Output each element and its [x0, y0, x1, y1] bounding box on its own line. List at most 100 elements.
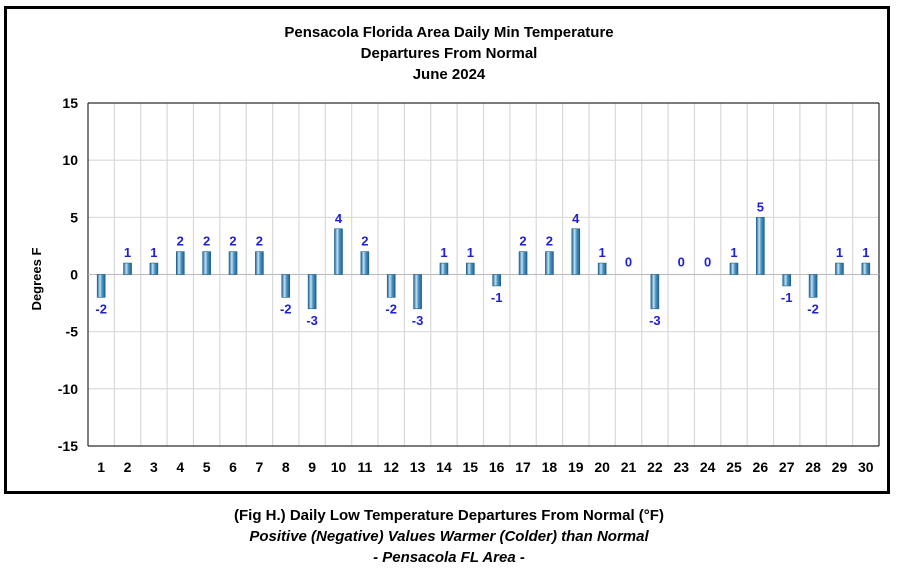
x-tick-label: 19 — [568, 459, 584, 475]
x-tick-label: 28 — [805, 459, 821, 475]
bar — [123, 262, 132, 275]
chart-title-line-2: Departures From Normal — [361, 45, 538, 62]
x-tick-label: 5 — [203, 459, 211, 475]
data-label: -2 — [385, 301, 397, 316]
data-label: 1 — [599, 245, 606, 260]
bar — [518, 251, 528, 275]
caption-line-1: (Fig H.) Daily Low Temperature Departure… — [234, 507, 664, 524]
y-tick-label: 10 — [62, 152, 78, 168]
x-tick-label: 22 — [647, 459, 663, 475]
y-tick-label: -5 — [66, 324, 79, 340]
x-tick-label: 18 — [542, 459, 558, 475]
data-label: 1 — [836, 245, 843, 260]
bar — [808, 274, 818, 298]
data-label: -3 — [306, 313, 318, 328]
data-label: 2 — [256, 234, 263, 249]
x-tick-label: 6 — [229, 459, 237, 475]
x-tick-label: 3 — [150, 459, 158, 475]
bar — [360, 251, 370, 275]
data-label: 4 — [572, 211, 580, 226]
y-tick-label: 15 — [62, 95, 78, 111]
x-tick-label: 10 — [331, 459, 347, 475]
bar — [307, 274, 317, 310]
bar — [650, 274, 660, 310]
chart-title-line-3: June 2024 — [413, 66, 486, 83]
bar — [228, 251, 238, 275]
bar — [175, 251, 185, 275]
bar — [571, 228, 581, 275]
bar — [255, 251, 264, 275]
y-tick-label: -10 — [58, 381, 78, 397]
bar — [597, 262, 607, 275]
bar — [281, 274, 291, 298]
x-tick-label: 29 — [832, 459, 848, 475]
bar — [466, 262, 475, 275]
data-label: 2 — [203, 234, 210, 249]
bar — [386, 274, 396, 298]
x-tick-label: 15 — [463, 459, 479, 475]
data-label: 2 — [519, 234, 526, 249]
chart-frame: Pensacola Florida Area Daily Min Tempera… — [4, 6, 890, 494]
x-tick-label: 7 — [255, 459, 263, 475]
data-label: 0 — [625, 255, 632, 270]
y-tick-label: 0 — [70, 267, 78, 283]
bar — [545, 251, 554, 275]
bar — [756, 217, 765, 275]
data-label: 5 — [757, 199, 764, 214]
x-tick-label: 26 — [753, 459, 769, 475]
bar — [492, 274, 501, 287]
x-tick-label: 20 — [594, 459, 610, 475]
data-label: 1 — [124, 245, 131, 260]
data-label: 2 — [546, 234, 553, 249]
data-label: -1 — [781, 290, 793, 305]
bar — [96, 274, 106, 298]
data-label: -2 — [807, 301, 819, 316]
x-tick-label: 30 — [858, 459, 874, 475]
data-label: -2 — [280, 301, 292, 316]
x-tick-label: 2 — [124, 459, 132, 475]
data-label: -2 — [95, 301, 107, 316]
x-tick-label: 13 — [410, 459, 426, 475]
bar — [729, 262, 739, 275]
data-label: 1 — [862, 245, 869, 260]
bar — [202, 251, 211, 275]
data-label: -3 — [649, 313, 661, 328]
x-tick-label: 16 — [489, 459, 505, 475]
bar — [835, 262, 844, 275]
y-tick-label: 5 — [70, 209, 78, 225]
x-tick-label: 12 — [383, 459, 399, 475]
y-axis-label: Degrees F — [29, 248, 44, 311]
data-label: -1 — [491, 290, 503, 305]
bar — [782, 274, 792, 287]
x-tick-label: 23 — [673, 459, 689, 475]
x-tick-label: 27 — [779, 459, 795, 475]
data-label: 0 — [704, 255, 711, 270]
caption-line-2: Positive (Negative) Values Warmer (Colde… — [249, 528, 649, 545]
bar-chart: Pensacola Florida Area Daily Min Tempera… — [29, 24, 880, 475]
bar — [413, 274, 422, 310]
bar — [861, 262, 871, 275]
data-label: -3 — [412, 313, 424, 328]
x-tick-label: 11 — [357, 459, 372, 475]
x-tick-label: 21 — [621, 459, 637, 475]
data-label: 1 — [150, 245, 157, 260]
data-label: 4 — [335, 211, 343, 226]
chart-title-line-1: Pensacola Florida Area Daily Min Tempera… — [284, 24, 613, 41]
x-tick-label: 14 — [436, 459, 452, 475]
data-label: 0 — [678, 255, 685, 270]
data-label: 1 — [467, 245, 474, 260]
x-tick-label: 24 — [700, 459, 716, 475]
y-tick-label: -15 — [58, 438, 78, 454]
bar — [439, 262, 449, 275]
data-label: 1 — [440, 245, 447, 260]
bar — [149, 262, 159, 275]
x-tick-label: 9 — [308, 459, 316, 475]
data-label: 1 — [730, 245, 737, 260]
x-tick-label: 1 — [97, 459, 105, 475]
caption-line-3: - Pensacola FL Area - — [373, 549, 525, 566]
data-label: 2 — [361, 234, 368, 249]
bar — [334, 228, 343, 275]
x-tick-label: 8 — [282, 459, 290, 475]
x-tick-label: 4 — [176, 459, 184, 475]
data-label: 2 — [229, 234, 236, 249]
